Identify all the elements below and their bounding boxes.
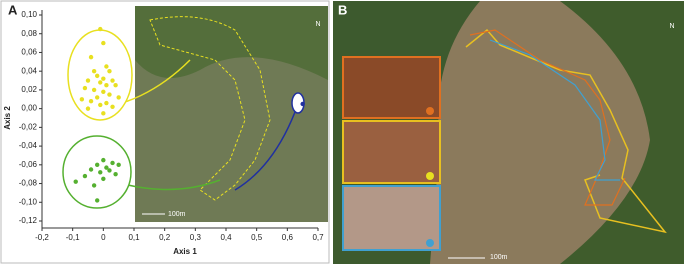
point	[104, 165, 109, 170]
point	[88, 98, 94, 104]
point	[113, 83, 118, 88]
y-axis-label: Axis 2	[3, 106, 12, 130]
point	[95, 73, 100, 79]
y-tick-label: 0,00	[21, 104, 37, 113]
x-tick-label: 0,3	[190, 233, 202, 242]
scale-label: 100m	[168, 211, 186, 218]
point	[104, 83, 109, 88]
arrow	[234, 111, 296, 191]
point	[113, 171, 118, 177]
photo	[342, 185, 441, 251]
point	[73, 179, 78, 184]
point	[91, 68, 97, 74]
point	[101, 89, 106, 94]
x-axis-label: Axis 1	[173, 247, 197, 256]
panel-label: B	[338, 2, 347, 17]
y-tick-label: -0,04	[19, 141, 38, 150]
north-label: N	[669, 23, 674, 30]
y-tick-label: 0,04	[21, 66, 37, 75]
point	[116, 95, 121, 100]
point	[101, 40, 106, 46]
y-tick-label: 0,02	[21, 85, 37, 94]
point	[101, 111, 106, 116]
photo-dot	[426, 172, 434, 180]
point	[98, 80, 103, 85]
point	[85, 78, 91, 83]
home-range	[469, 29, 626, 206]
point	[101, 157, 106, 163]
point	[110, 78, 115, 83]
x-tick-label: 0,6	[282, 233, 294, 242]
point	[91, 87, 97, 93]
photo	[342, 56, 441, 119]
north-label: N	[315, 21, 320, 28]
point	[107, 168, 112, 173]
scale-label: 100m	[490, 254, 508, 261]
point	[95, 198, 100, 203]
point	[98, 170, 103, 175]
point	[91, 183, 97, 188]
photo	[342, 120, 441, 184]
x-tick-label: 0,7	[312, 233, 324, 242]
panel-b: 100m N B	[333, 1, 684, 264]
x-tick-label: 0,5	[251, 233, 263, 242]
point	[88, 54, 94, 60]
x-tick-label: 0,1	[128, 233, 140, 242]
point	[107, 68, 112, 74]
point	[101, 176, 106, 182]
point	[110, 104, 115, 109]
point	[107, 92, 112, 97]
point	[300, 101, 305, 107]
y-tick-label: 0,08	[21, 29, 37, 38]
photo-dot	[426, 107, 434, 115]
x-tick-label: -0,1	[66, 233, 80, 242]
forest	[560, 1, 684, 264]
panel-label: A	[8, 2, 18, 17]
y-tick-label: -0,10	[19, 197, 38, 206]
point	[116, 162, 121, 168]
y-tick-label: 0,06	[21, 48, 37, 57]
y-tick-label: -0,08	[19, 179, 38, 188]
point	[98, 26, 103, 32]
y-tick-label: 0,10	[21, 10, 37, 19]
point	[110, 160, 115, 166]
point	[101, 76, 106, 81]
x-tick-label: 0	[101, 233, 106, 242]
home-range	[489, 39, 620, 181]
point	[88, 167, 94, 172]
y-tick-label: -0,02	[19, 122, 38, 131]
point	[79, 97, 85, 102]
point	[104, 100, 109, 106]
inset-outline	[149, 16, 271, 201]
x-tick-label: -0,2	[35, 233, 49, 242]
point	[98, 102, 103, 108]
point	[82, 173, 88, 179]
point	[95, 162, 100, 168]
point	[82, 85, 88, 91]
y-tick-label: -0,12	[19, 216, 38, 225]
x-tick-label: 0,2	[159, 233, 171, 242]
cluster-ellipse	[62, 135, 132, 209]
point	[95, 95, 100, 100]
photo-dot	[426, 239, 434, 247]
point	[85, 106, 91, 111]
point	[104, 64, 109, 69]
x-tick-label: 0,4	[220, 233, 232, 242]
y-tick-label: -0,06	[19, 160, 38, 169]
forest	[135, 6, 328, 80]
